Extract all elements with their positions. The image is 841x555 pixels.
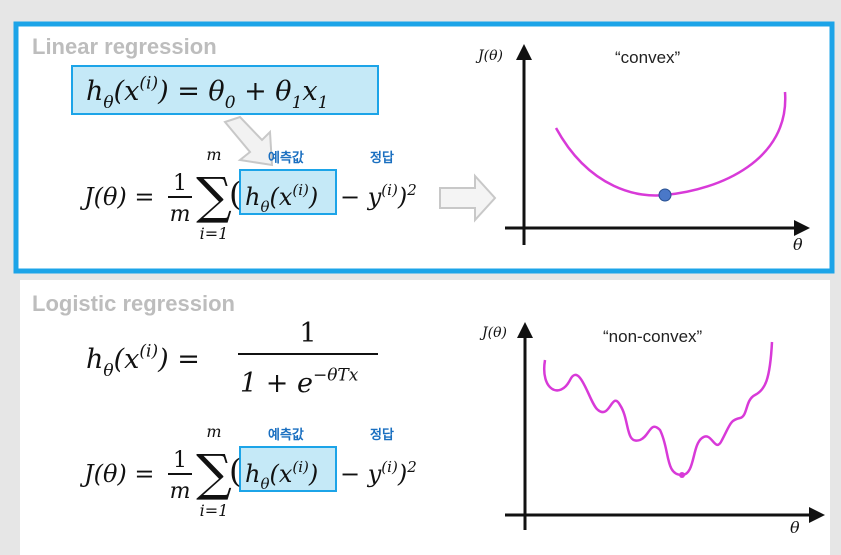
math-text: x	[302, 76, 317, 107]
arrow	[223, 115, 274, 167]
math-text: − y	[340, 460, 382, 488]
cost-lhs: J(θ) =	[79, 183, 155, 211]
superscript: 2	[406, 181, 417, 199]
arrowhead	[809, 507, 825, 523]
superscript: 2	[406, 458, 417, 476]
denominator: m	[170, 202, 191, 227]
superscript: (i)	[139, 74, 158, 94]
prediction: hθ(x(i))	[245, 458, 318, 493]
numerator: 1	[173, 171, 187, 196]
hypothesis: hθ(x(i)) =	[86, 342, 200, 381]
sum-bottom: i=1	[200, 224, 229, 243]
numerator: 1	[173, 448, 187, 473]
subscript: 0	[225, 93, 236, 113]
annotation: “convex”	[615, 48, 681, 67]
linear-panel	[13, 21, 835, 274]
superscript: (i)	[292, 458, 309, 476]
math-text: (x	[114, 344, 140, 375]
x-axis-label: θ	[790, 518, 800, 537]
subscript: θ	[103, 93, 113, 113]
math-text: h	[86, 76, 103, 107]
section-title: Logistic regression	[32, 291, 235, 316]
math-text: 1 + e	[240, 368, 313, 399]
math-text: )	[308, 460, 318, 488]
minimum-point	[658, 188, 672, 202]
superscript: (i)	[139, 342, 158, 362]
math-text: (x	[270, 183, 293, 211]
math-text: )	[308, 183, 318, 211]
cost-rest: − y(i))2	[340, 181, 417, 211]
logistic-panel	[20, 280, 830, 555]
sum-top: m	[206, 422, 221, 441]
math-text: ) = θ	[157, 76, 225, 107]
cost-rest: − y(i))2	[340, 458, 417, 488]
subscript: θ	[260, 198, 269, 216]
sum-top: m	[206, 145, 221, 164]
math-text: − y	[340, 183, 382, 211]
non-convex-chart: J(θ) θ “non-convex”	[479, 322, 825, 537]
arrowhead	[794, 220, 810, 236]
prediction-label: 예측값	[268, 150, 304, 166]
x-axis-label: θ	[793, 235, 803, 254]
math-text: (x	[114, 76, 140, 107]
prediction-box	[239, 169, 337, 215]
superscript: (i)	[381, 181, 398, 199]
math-text: )	[397, 183, 407, 211]
subscript: θ	[260, 475, 269, 493]
arrowhead	[516, 44, 532, 60]
open-paren: (	[229, 175, 241, 213]
superscript: (i)	[292, 181, 309, 199]
convex-chart: J(θ) θ “convex”	[475, 44, 810, 254]
section-title: Linear regression	[32, 34, 217, 59]
y-axis-label: J(θ)	[479, 325, 507, 341]
hypothesis: hθ(x(i)) = θ0 + θ1x1	[86, 74, 328, 113]
hypothesis-box	[71, 65, 379, 115]
math-text: ) =	[157, 344, 200, 375]
y-axis-label: J(θ)	[475, 48, 503, 64]
superscript: (i)	[381, 458, 398, 476]
math-text: + θ	[236, 76, 292, 107]
annotation: “non-convex”	[603, 327, 703, 346]
sum-sign: ∑	[196, 167, 232, 225]
subscript: 1	[318, 93, 329, 113]
curve	[542, 341, 774, 477]
prediction: hθ(x(i))	[245, 181, 318, 216]
answer-label: 정답	[370, 427, 394, 443]
prediction-label: 예측값	[268, 427, 304, 443]
sum-sign: ∑	[196, 444, 232, 502]
math-text: h	[245, 460, 260, 488]
arrowhead	[517, 322, 533, 338]
numerator: 1	[299, 318, 316, 349]
superscript: −θTx	[313, 366, 359, 386]
subscript: 1	[292, 93, 303, 113]
denominator: m	[170, 479, 191, 504]
denominator: 1 + e−θTx	[240, 366, 359, 399]
math-text: (x	[270, 460, 293, 488]
open-paren: (	[229, 452, 241, 490]
answer-label: 정답	[370, 150, 394, 166]
minimum-point	[679, 472, 685, 478]
math-text: h	[245, 183, 260, 211]
prediction-box	[239, 446, 337, 492]
arrow	[439, 173, 497, 223]
cost-lhs: J(θ) =	[79, 460, 155, 488]
subscript: θ	[103, 361, 113, 381]
math-text: )	[397, 460, 407, 488]
sum-bottom: i=1	[200, 501, 229, 520]
math-text: h	[86, 344, 103, 375]
